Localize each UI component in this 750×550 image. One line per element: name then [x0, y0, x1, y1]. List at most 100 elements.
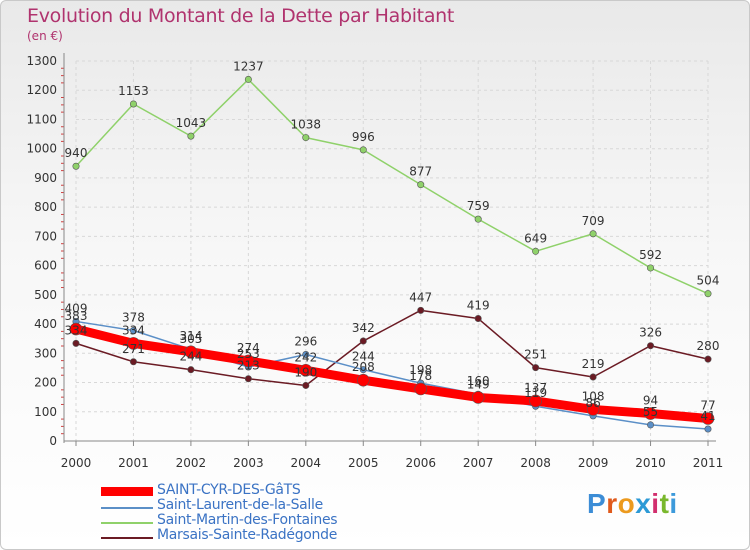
y-tick-label: 0: [49, 434, 57, 448]
series-saint-laurent-de-la-salle-point: [129, 327, 137, 335]
y-tick-label: 1300: [26, 54, 57, 68]
logo-letter: r: [606, 488, 618, 519]
x-tick-label: 2009: [578, 456, 609, 470]
series-saint-cyr-des-gats-point: [242, 354, 255, 368]
series-saint-martin-des-fontaines-point: [704, 290, 712, 298]
chart-subtitle: (en €): [27, 29, 63, 43]
data-label: 504: [697, 274, 720, 288]
data-label: 198: [409, 363, 432, 377]
data-label: 378: [122, 311, 145, 325]
x-tick-label: 2003: [233, 456, 264, 470]
data-label: 219: [582, 357, 605, 371]
logo-letter: P: [587, 488, 607, 519]
data-label: 244: [179, 350, 202, 364]
data-label: 119: [524, 386, 547, 400]
x-tick-label: 2011: [693, 456, 724, 470]
series-saint-laurent-de-la-salle-point: [302, 350, 310, 358]
legend-label: Marsais-Sainte-Radégonde: [157, 527, 338, 543]
data-label: 213: [237, 359, 260, 373]
data-label: 178: [409, 369, 432, 383]
y-tick-label: 200: [34, 376, 57, 390]
x-tick-label: 2006: [405, 456, 436, 470]
y-tick-label: 600: [34, 259, 57, 273]
y-tick-label: 1000: [26, 142, 57, 156]
series-saint-martin-des-fontaines-point: [302, 134, 310, 142]
series-saint-martin-des-fontaines-line: [75, 78, 709, 295]
data-label: 334: [65, 323, 88, 337]
data-label: 208: [352, 360, 375, 374]
legend-item-saint-cyr-des-gats: SAINT-CYR-DES-GâTS: [101, 482, 401, 500]
series-saint-cyr-des-gats-point: [701, 412, 715, 425]
legend-swatch: [101, 507, 153, 509]
series-saint-martin-des-fontaines-point: [244, 75, 252, 83]
data-label: 94: [643, 394, 658, 408]
data-label: 271: [122, 342, 145, 356]
data-label: 274: [237, 341, 260, 355]
series-saint-laurent-de-la-salle-point: [704, 425, 712, 433]
legend-item-saint-laurent-de-la-salle: Saint-Laurent-de-la-Salle: [101, 497, 401, 515]
data-label: 940: [65, 146, 88, 160]
series-marsais-sainte-radegonde-point: [704, 355, 712, 363]
series-marsais-sainte-radegonde-point: [532, 364, 540, 372]
x-tick-label: 2002: [176, 456, 207, 470]
series-saint-martin-des-fontaines-point: [187, 132, 195, 140]
series-marsais-sainte-radegonde-point: [129, 358, 137, 366]
y-tick-label: 500: [34, 288, 57, 302]
data-label: 996: [352, 130, 375, 144]
legend-swatch: [101, 522, 153, 524]
series-saint-cyr-des-gats-point: [471, 391, 485, 404]
series-saint-cyr-des-gats-point: [356, 373, 370, 387]
legend-item-saint-martin-des-fontaines: Saint-Martin-des-Fontaines: [101, 512, 401, 530]
chart-title: Evolution du Montant de la Dette par Hab…: [27, 5, 455, 27]
legend-item-marsais-sainte-radegonde: Marsais-Sainte-Radégonde: [101, 527, 401, 545]
data-label: 409: [65, 301, 88, 315]
y-tick-label: 1100: [26, 112, 57, 126]
series-marsais-sainte-radegonde-point: [302, 381, 310, 389]
data-label: 447: [409, 290, 432, 304]
data-label: 77: [700, 398, 715, 412]
series-saint-cyr-des-gats-point: [529, 394, 542, 408]
legend-label: Saint-Martin-des-Fontaines: [157, 512, 338, 528]
y-tick-label: 400: [34, 317, 57, 331]
data-label: 41: [700, 409, 715, 423]
series-saint-cyr-des-gats-point: [184, 345, 198, 359]
x-tick-label: 2004: [291, 456, 322, 470]
series-saint-martin-des-fontaines-point: [359, 146, 367, 154]
x-tick-label: 2007: [463, 456, 494, 470]
data-label: 709: [582, 214, 605, 228]
series-saint-cyr-des-gats-point: [586, 403, 600, 416]
data-label: 1043: [176, 116, 207, 130]
data-label: 242: [294, 350, 317, 364]
y-tick-label: 800: [34, 200, 57, 214]
data-label: 314: [179, 329, 202, 343]
data-label: 160: [467, 374, 490, 388]
series-marsais-sainte-radegonde-line: [75, 309, 709, 387]
series-marsais-sainte-radegonde-point: [417, 306, 425, 314]
series-saint-cyr-des-gats-point: [299, 363, 313, 377]
series-saint-martin-des-fontaines-point: [647, 264, 655, 272]
x-tick-label: 2008: [520, 456, 551, 470]
chart-legend: SAINT-CYR-DES-GâTS Saint-Laurent-de-la-S…: [101, 482, 401, 545]
series-marsais-sainte-radegonde-point: [359, 337, 367, 345]
series-saint-laurent-de-la-salle-point: [359, 366, 367, 374]
data-label: 305: [179, 332, 202, 346]
x-tick-label: 2005: [348, 456, 379, 470]
data-label: 1038: [291, 118, 322, 132]
series-marsais-sainte-radegonde-point: [647, 342, 655, 350]
proxiti-logo: Proxiti: [587, 488, 678, 520]
legend-swatch: [101, 537, 153, 539]
data-label: 877: [409, 165, 432, 179]
series-saint-martin-des-fontaines-point: [532, 247, 540, 255]
logo-letter: i: [669, 488, 678, 519]
series-saint-cyr-des-gats-line: [71, 324, 713, 423]
data-label: 649: [524, 231, 547, 245]
series-saint-laurent-de-la-salle-point: [647, 421, 655, 429]
logo-letter: o: [617, 488, 636, 519]
data-label: 326: [639, 326, 662, 340]
data-label: 1237: [233, 59, 264, 73]
data-label: 296: [294, 334, 317, 348]
series-marsais-sainte-radegonde-point: [474, 315, 482, 323]
series-saint-cyr-des-gats-point: [644, 407, 657, 420]
